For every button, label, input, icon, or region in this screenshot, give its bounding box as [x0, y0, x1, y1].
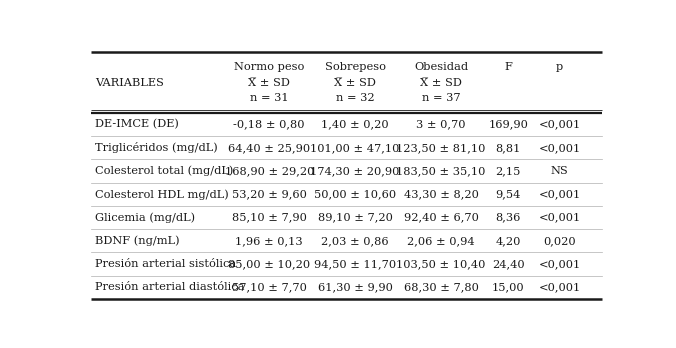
Text: 1,96 ± 0,13: 1,96 ± 0,13 [235, 236, 303, 246]
Text: <0,001: <0,001 [539, 119, 581, 129]
Text: 24,40: 24,40 [492, 259, 525, 269]
Text: 85,10 ± 7,90: 85,10 ± 7,90 [232, 213, 307, 223]
Text: 94,50 ± 11,70: 94,50 ± 11,70 [314, 259, 396, 269]
Text: 101,00 ± 47,10: 101,00 ± 47,10 [310, 143, 400, 153]
Text: 123,50 ± 81,10: 123,50 ± 81,10 [396, 143, 486, 153]
Text: <0,001: <0,001 [539, 189, 581, 199]
Text: 2,06 ± 0,94: 2,06 ± 0,94 [407, 236, 475, 246]
Text: 64,40 ± 25,90: 64,40 ± 25,90 [228, 143, 310, 153]
Text: 9,54: 9,54 [496, 189, 521, 199]
Text: 68,30 ± 7,80: 68,30 ± 7,80 [404, 282, 479, 292]
Text: 61,30 ± 9,90: 61,30 ± 9,90 [318, 282, 393, 292]
Text: 3 ± 0,70: 3 ± 0,70 [416, 119, 466, 129]
Text: X̅ ± SD: X̅ ± SD [420, 78, 462, 88]
Text: n = 31: n = 31 [250, 93, 289, 103]
Text: Presión arterial diastólica: Presión arterial diastólica [95, 282, 245, 292]
Text: 0,020: 0,020 [544, 236, 576, 246]
Text: 103,50 ± 10,40: 103,50 ± 10,40 [396, 259, 486, 269]
Text: Colesterol total (mg/dL): Colesterol total (mg/dL) [95, 166, 233, 176]
Text: 8,36: 8,36 [496, 213, 521, 223]
Text: 4,20: 4,20 [496, 236, 521, 246]
Text: DE-IMCE (DE): DE-IMCE (DE) [95, 119, 178, 130]
Text: p: p [556, 62, 563, 72]
Text: 53,20 ± 9,60: 53,20 ± 9,60 [232, 189, 307, 199]
Text: 15,00: 15,00 [492, 282, 525, 292]
Text: <0,001: <0,001 [539, 213, 581, 223]
Text: X̅ ± SD: X̅ ± SD [334, 78, 376, 88]
Text: 89,10 ± 7,20: 89,10 ± 7,20 [318, 213, 393, 223]
Text: Triglicéridos (mg/dL): Triglicéridos (mg/dL) [95, 142, 218, 153]
Text: F: F [504, 62, 512, 72]
Text: X̅ ± SD: X̅ ± SD [248, 78, 290, 88]
Text: 8,81: 8,81 [496, 143, 521, 153]
Text: 168,90 ± 29,20: 168,90 ± 29,20 [224, 166, 314, 176]
Text: 2,15: 2,15 [496, 166, 521, 176]
Text: n = 32: n = 32 [336, 93, 375, 103]
Text: Colesterol HDL mg/dL): Colesterol HDL mg/dL) [95, 189, 228, 200]
Text: Obesidad: Obesidad [414, 62, 468, 72]
Text: 57,10 ± 7,70: 57,10 ± 7,70 [232, 282, 307, 292]
Text: <0,001: <0,001 [539, 282, 581, 292]
Text: 183,50 ± 35,10: 183,50 ± 35,10 [396, 166, 486, 176]
Text: 169,90: 169,90 [488, 119, 528, 129]
Text: n = 37: n = 37 [422, 93, 460, 103]
Text: NS: NS [551, 166, 569, 176]
Text: -0,18 ± 0,80: -0,18 ± 0,80 [233, 119, 305, 129]
Text: 2,03 ± 0,86: 2,03 ± 0,86 [321, 236, 389, 246]
Text: 50,00 ± 10,60: 50,00 ± 10,60 [314, 189, 396, 199]
Text: Presión arterial sistólica: Presión arterial sistólica [95, 259, 236, 269]
Text: 174,30 ± 20,90: 174,30 ± 20,90 [310, 166, 400, 176]
Text: VARIABLES: VARIABLES [95, 78, 164, 88]
Text: <0,001: <0,001 [539, 143, 581, 153]
Text: Sobrepeso: Sobrepeso [324, 62, 385, 72]
Text: 43,30 ± 8,20: 43,30 ± 8,20 [404, 189, 479, 199]
Text: Glicemia (mg/dL): Glicemia (mg/dL) [95, 212, 195, 223]
Text: Normo peso: Normo peso [234, 62, 304, 72]
Text: 92,40 ± 6,70: 92,40 ± 6,70 [404, 213, 479, 223]
Text: BDNF (ng/mL): BDNF (ng/mL) [95, 236, 180, 246]
Text: <0,001: <0,001 [539, 259, 581, 269]
Text: 85,00 ± 10,20: 85,00 ± 10,20 [228, 259, 310, 269]
Text: 1,40 ± 0,20: 1,40 ± 0,20 [321, 119, 389, 129]
